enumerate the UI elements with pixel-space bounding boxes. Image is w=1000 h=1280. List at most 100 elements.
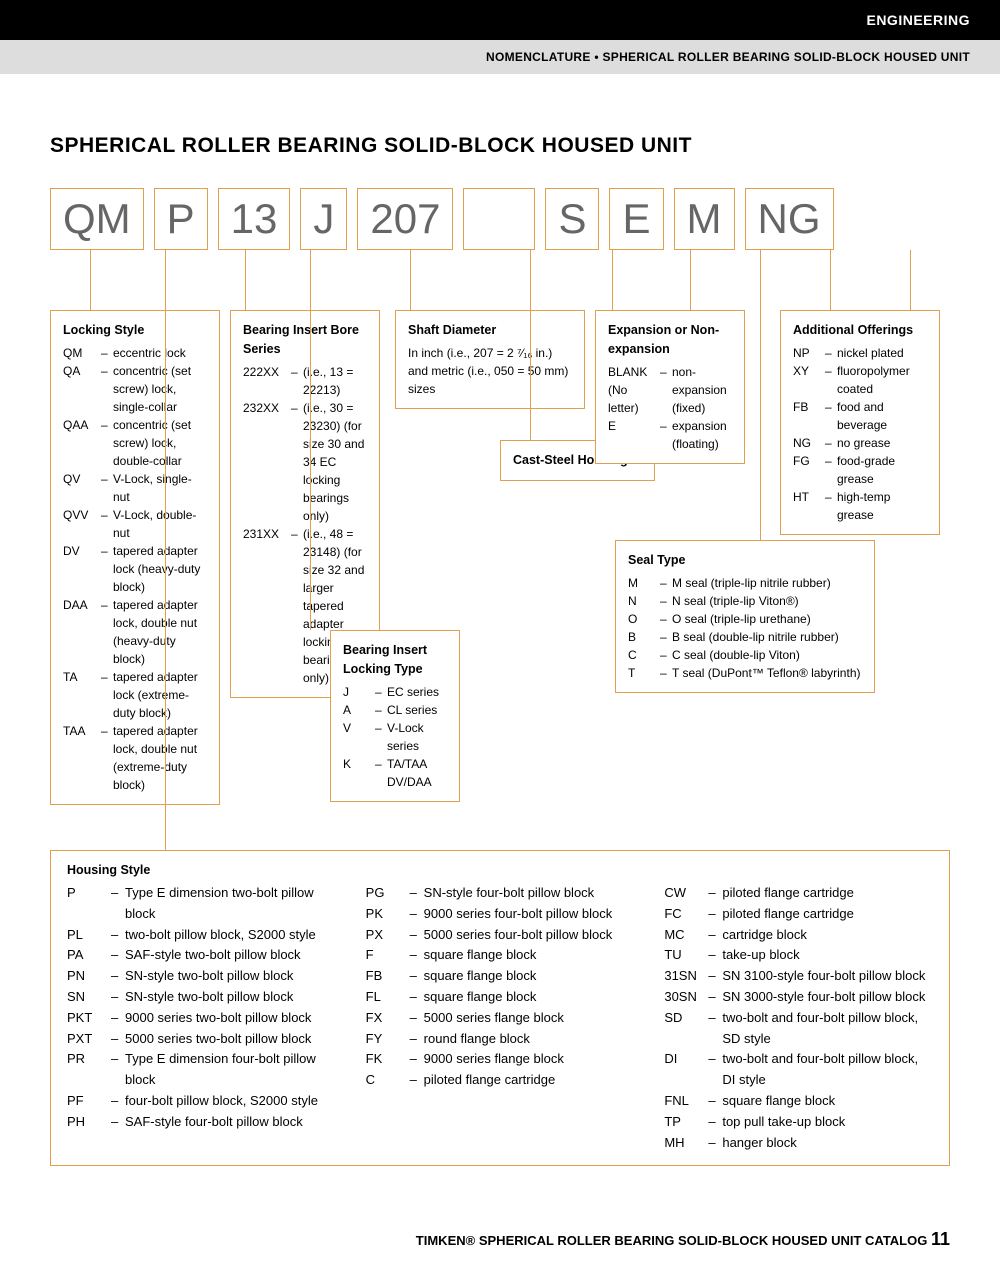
legend-item: QAA–concentric (set screw) lock, double-… (63, 416, 207, 470)
legend-item: 30SN–SN 3000-style four-bolt pillow bloc… (664, 987, 933, 1008)
legend-item: V–V-Lock series (343, 719, 447, 755)
housing-col-3: CW–piloted flange cartridgeFC–piloted fl… (664, 883, 933, 1153)
locking-style-list: QM–eccentric lockQA–concentric (set scre… (63, 344, 207, 794)
housing-style-title: Housing Style (67, 863, 933, 877)
bearing-insert-title: Bearing Insert Bore Series (243, 321, 367, 359)
connector-line (690, 250, 691, 310)
legend-item: QV–V-Lock, single-nut (63, 470, 207, 506)
legend-item: TA–tapered adapter lock (extreme-duty bl… (63, 668, 207, 722)
shaft-diameter-card: Shaft Diameter In inch (i.e., 207 = 2 ⁷⁄… (395, 310, 585, 409)
footer-text: SPHERICAL ROLLER BEARING SOLID-BLOCK HOU… (479, 1233, 928, 1248)
legend-item: J–EC series (343, 683, 447, 701)
code-s: S (545, 188, 599, 250)
code-m: M (674, 188, 735, 250)
locking-type-card: Bearing Insert Locking Type J–EC seriesA… (330, 630, 460, 802)
nomenclature-code-row: QM P 13 J 207 S E M NG (50, 188, 950, 250)
legend-item: M–M seal (triple-lip nitrile rubber) (628, 574, 862, 592)
legend-item: FK–9000 series flange block (366, 1049, 635, 1070)
legend-item: FNL–square flange block (664, 1091, 933, 1112)
legend-item: FL–square flange block (366, 987, 635, 1008)
header-black-bar: ENGINEERING (0, 0, 1000, 40)
legend-item: DAA–tapered adapter lock, double nut (he… (63, 596, 207, 668)
header-gray-bar: NOMENCLATURE • SPHERICAL ROLLER BEARING … (0, 40, 1000, 74)
legend-item: K–TA/TAA DV/DAA (343, 755, 447, 791)
legend-item: FC–piloted flange cartridge (664, 904, 933, 925)
legend-item: FX–5000 series flange block (366, 1008, 635, 1029)
legend-item: C–C seal (double-lip Viton) (628, 646, 862, 664)
legend-item: N–N seal (triple-lip Viton®) (628, 592, 862, 610)
legend-item: 232XX–(i.e., 30 = 23230) (for size 30 an… (243, 399, 367, 525)
connector-line (245, 250, 246, 310)
housing-col-2: PG–SN-style four-bolt pillow blockPK–900… (366, 883, 635, 1153)
legend-item: QVV–V-Lock, double-nut (63, 506, 207, 542)
connector-line (830, 250, 831, 310)
expansion-title: Expansion or Non-expansion (608, 321, 732, 359)
legend-item: XY–fluoropolymer coated (793, 362, 927, 398)
connector-line (530, 250, 531, 440)
legend-item: P–Type E dimension two-bolt pillow block (67, 883, 336, 925)
additional-list: NP–nickel platedXY–fluoropolymer coatedF… (793, 344, 927, 524)
legend-item: TU–take-up block (664, 945, 933, 966)
housing-col-1: P–Type E dimension two-bolt pillow block… (67, 883, 336, 1153)
expansion-list: BLANK (No letter)–non-expansion (fixed) … (608, 363, 732, 453)
legend-item: FB–square flange block (366, 966, 635, 987)
footer-brand: TIMKEN® (416, 1233, 475, 1248)
code-qm: QM (50, 188, 144, 250)
legend-item: SN–SN-style two-bolt pillow block (67, 987, 336, 1008)
legend-item: FB–food and beverage (793, 398, 927, 434)
footer: TIMKEN® SPHERICAL ROLLER BEARING SOLID-B… (416, 1229, 950, 1250)
legend-item: CW–piloted flange cartridge (664, 883, 933, 904)
seal-type-card: Seal Type M–M seal (triple-lip nitrile r… (615, 540, 875, 693)
code-j: J (300, 188, 347, 250)
legend-item: MC–cartridge block (664, 925, 933, 946)
legend-item: TP–top pull take-up block (664, 1112, 933, 1133)
code-p: P (154, 188, 208, 250)
legend-item: PG–SN-style four-bolt pillow block (366, 883, 635, 904)
additional-title: Additional Offerings (793, 321, 927, 340)
code-ng: NG (745, 188, 834, 250)
legend-item: MH–hanger block (664, 1133, 933, 1154)
connector-line (760, 250, 761, 540)
shaft-diameter-title: Shaft Diameter (408, 321, 572, 340)
legend-item: PH–SAF-style four-bolt pillow block (67, 1112, 336, 1133)
connector-line (910, 250, 911, 310)
legend-cards-area: Locking Style QM–eccentric lockQA–concen… (50, 310, 950, 1130)
legend-item: A–CL series (343, 701, 447, 719)
connector-line (410, 250, 411, 310)
code-13: 13 (218, 188, 291, 250)
legend-item: PL–two-bolt pillow block, S2000 style (67, 925, 336, 946)
legend-item: PR–Type E dimension four-bolt pillow blo… (67, 1049, 336, 1091)
legend-item: SD–two-bolt and four-bolt pillow block, … (664, 1008, 933, 1050)
legend-item: NP–nickel plated (793, 344, 927, 362)
legend-item: C–piloted flange cartridge (366, 1070, 635, 1091)
connector-line (90, 250, 91, 310)
expansion-card: Expansion or Non-expansion BLANK (No let… (595, 310, 745, 464)
connector-line (165, 250, 166, 850)
connector-line (612, 250, 613, 310)
legend-item: O–O seal (triple-lip urethane) (628, 610, 862, 628)
seal-type-title: Seal Type (628, 551, 862, 570)
locking-type-title: Bearing Insert Locking Type (343, 641, 447, 679)
locking-type-list: J–EC seriesA–CL seriesV–V-Lock seriesK–T… (343, 683, 447, 791)
shaft-diameter-text: In inch (i.e., 207 = 2 ⁷⁄₁₆ in.) and met… (408, 344, 572, 398)
legend-item: PA–SAF-style two-bolt pillow block (67, 945, 336, 966)
legend-item: QA–concentric (set screw) lock, single-c… (63, 362, 207, 416)
legend-item: PKT–9000 series two-bolt pillow block (67, 1008, 336, 1029)
code-207: 207 (357, 188, 453, 250)
legend-item: TAA–tapered adapter lock, double nut (ex… (63, 722, 207, 794)
legend-item: PXT–5000 series two-bolt pillow block (67, 1029, 336, 1050)
legend-item: PX–5000 series four-bolt pillow block (366, 925, 635, 946)
legend-item: B–B seal (double-lip nitrile rubber) (628, 628, 862, 646)
page-number: 11 (931, 1229, 950, 1249)
legend-item: FG–food-grade grease (793, 452, 927, 488)
connector-line (310, 250, 311, 630)
category-label: ENGINEERING (866, 12, 970, 28)
legend-item: PF–four-bolt pillow block, S2000 style (67, 1091, 336, 1112)
legend-item: 222XX–(i.e., 13 = 22213) (243, 363, 367, 399)
legend-item: QM–eccentric lock (63, 344, 207, 362)
code-blank (463, 188, 535, 250)
additional-card: Additional Offerings NP–nickel platedXY–… (780, 310, 940, 535)
legend-item: T–T seal (DuPont™ Teflon® labyrinth) (628, 664, 862, 682)
code-e: E (609, 188, 663, 250)
legend-item: DI–two-bolt and four-bolt pillow block, … (664, 1049, 933, 1091)
